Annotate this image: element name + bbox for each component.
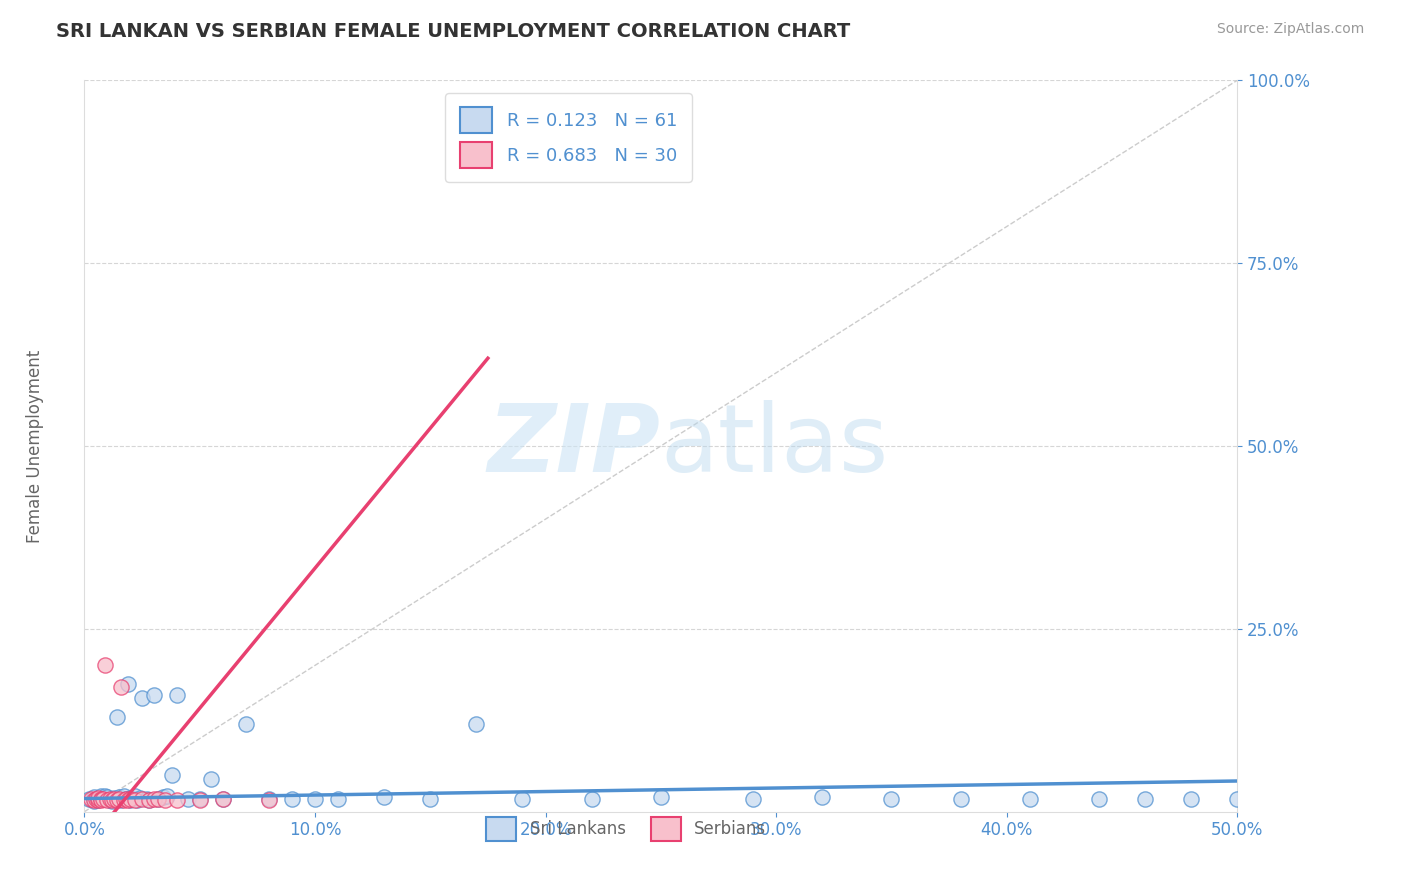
Point (120, 790, 142, 805)
Point (257, 793, 280, 807)
Point (156, 789, 179, 803)
Text: atlas: atlas (661, 400, 889, 492)
Point (87, 790, 110, 805)
Point (128, 790, 150, 805)
Point (124, 793, 146, 807)
Point (101, 794, 124, 808)
Point (112, 789, 135, 804)
Text: SRI LANKAN VS SERBIAN FEMALE UNEMPLOYMENT CORRELATION CHART: SRI LANKAN VS SERBIAN FEMALE UNEMPLOYMEN… (56, 22, 851, 41)
Point (98, 791, 121, 805)
Point (152, 790, 174, 805)
Point (131, 691, 153, 706)
Legend: Sri Lankans, Serbians: Sri Lankans, Serbians (479, 810, 773, 847)
Text: Source: ZipAtlas.com: Source: ZipAtlas.com (1216, 22, 1364, 37)
Point (512, 791, 534, 805)
Text: ZIP: ZIP (488, 400, 661, 492)
Point (108, 790, 131, 805)
Point (87, 793, 110, 807)
Point (89, 792, 111, 806)
Point (103, 791, 125, 805)
Point (188, 791, 211, 805)
Point (91, 791, 114, 805)
Point (949, 791, 972, 805)
Point (101, 793, 124, 807)
Point (177, 791, 200, 805)
Point (117, 676, 139, 690)
Point (138, 793, 160, 807)
Point (96, 790, 118, 805)
Point (581, 791, 603, 805)
Point (142, 688, 165, 702)
Point (105, 709, 128, 723)
Point (96, 791, 118, 805)
Point (166, 688, 188, 702)
Point (112, 793, 135, 807)
Point (117, 793, 139, 807)
Point (120, 791, 142, 805)
Point (235, 717, 257, 731)
Point (83, 793, 105, 807)
Point (77, 791, 100, 805)
Point (138, 793, 160, 807)
Point (131, 791, 153, 805)
Point (146, 791, 169, 805)
Point (110, 681, 132, 695)
Point (135, 791, 157, 805)
Point (153, 793, 176, 807)
Point (115, 791, 138, 805)
Point (127, 793, 149, 807)
Point (84, 791, 107, 805)
Point (83, 790, 105, 805)
Point (811, 790, 834, 805)
Point (650, 790, 672, 805)
Point (257, 791, 280, 805)
Point (108, 791, 131, 805)
Point (200, 772, 222, 786)
Text: Female Unemployment: Female Unemployment (27, 350, 44, 542)
Point (146, 791, 169, 805)
Point (115, 791, 138, 805)
Point (1133, 791, 1156, 805)
Point (1088, 791, 1111, 805)
Point (166, 793, 188, 807)
Point (94, 658, 117, 673)
Point (465, 717, 488, 731)
Point (1018, 791, 1040, 805)
Point (160, 768, 183, 782)
Point (108, 791, 131, 805)
Point (1226, 791, 1249, 805)
Point (87, 793, 110, 807)
Point (373, 790, 395, 805)
Point (94, 789, 117, 804)
Point (304, 791, 326, 805)
Point (110, 793, 132, 807)
Point (89, 793, 111, 807)
Point (880, 791, 903, 805)
Point (89, 789, 111, 803)
Point (101, 791, 124, 805)
Point (83, 794, 105, 808)
Point (103, 790, 125, 805)
Point (281, 791, 304, 805)
Point (419, 791, 441, 805)
Point (188, 793, 211, 807)
Point (142, 791, 165, 805)
Point (120, 793, 142, 807)
Point (211, 791, 233, 805)
Point (124, 789, 146, 803)
Point (105, 793, 128, 807)
Point (742, 791, 765, 805)
Point (98, 793, 121, 807)
Point (211, 791, 233, 805)
Point (91, 790, 114, 805)
Point (121, 791, 143, 805)
Point (326, 791, 349, 805)
Point (96, 793, 118, 807)
Point (84, 791, 107, 805)
Point (80, 791, 103, 805)
Point (94, 792, 117, 806)
Point (1180, 791, 1202, 805)
